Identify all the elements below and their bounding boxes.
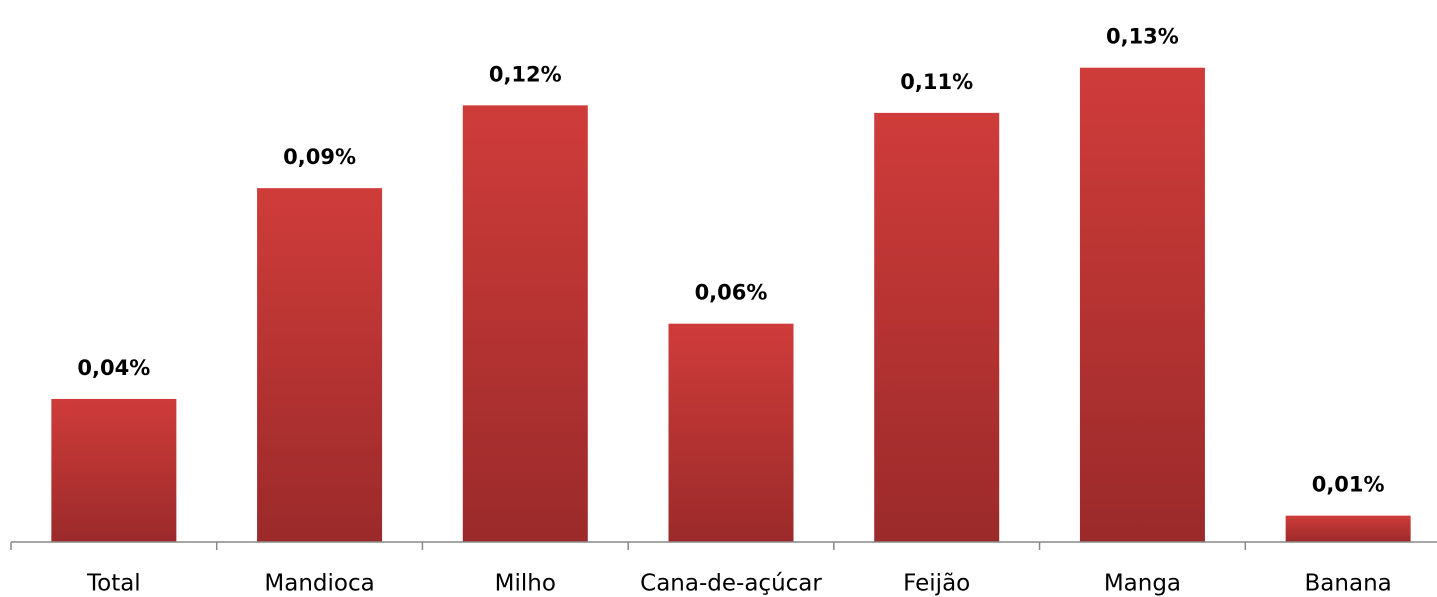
value-label: 0,12% [489,62,562,86]
bar [51,398,177,542]
x-tick-label: Total [86,571,141,597]
value-label: 0,13% [1106,25,1179,49]
value-label: 0,09% [283,145,356,169]
x-tick-label: Feijão [903,571,970,597]
bar [462,105,588,542]
bar [257,188,383,542]
bar [1285,515,1411,542]
bar [874,112,1000,542]
value-label: 0,04% [77,356,150,380]
value-label: 0,06% [695,281,768,305]
x-tick-label: Mandioca [264,571,374,597]
x-tick-label: Banana [1305,571,1392,597]
value-label: 0,01% [1312,473,1385,497]
x-tick-label: Manga [1104,571,1181,597]
bar [1079,67,1205,542]
value-label: 0,11% [900,70,973,94]
bar [668,323,794,542]
x-tick-label: Milho [495,571,556,597]
x-tick-label: Cana-de-açúcar [640,571,822,597]
